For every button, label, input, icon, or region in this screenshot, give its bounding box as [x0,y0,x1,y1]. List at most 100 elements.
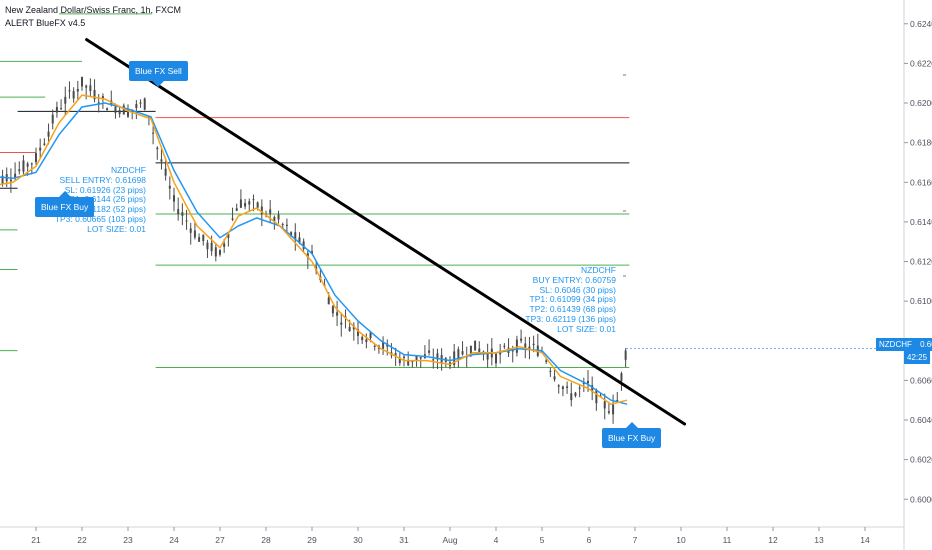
buy-info-line: TP2: 0.61439 (68 pips) [529,304,616,315]
candle-body [14,173,17,179]
indicator-title: ALERT BlueFX v4.5 [5,18,86,28]
candle-body [331,306,334,314]
candle-body [93,89,96,100]
candle-body [591,385,594,392]
candle-body [419,357,422,359]
candle-body [294,232,297,240]
candle-body [587,380,589,384]
y-tick-label: 0.61000 [910,296,932,306]
candle-body [553,376,556,380]
candle-body [336,312,339,316]
x-tick-label: 4 [494,535,499,545]
candle-body [89,85,92,92]
candle-body [281,224,284,226]
candle-body [214,247,217,257]
symbol-title: New Zealand Dollar/Swiss Franc, 1h, FXCM [5,5,182,15]
candle-body [256,202,259,208]
candle-body [22,160,25,172]
candle-body [277,214,280,220]
x-tick-label: 28 [261,535,271,545]
candle-body [202,234,205,241]
candle-body [327,297,330,305]
candle-body [561,386,564,390]
symbol-price-tag: NZDCHF 0.60762 [876,338,932,351]
candle-body [18,169,21,172]
candle-body [503,345,506,347]
x-tick-label: 13 [814,535,824,545]
candle-body [1,175,4,184]
sell-info-line: SELL ENTRY: 0.61698 [59,174,146,185]
sell-signal-tag[interactable]: Blue FX Sell [129,61,188,87]
chart-legend: New Zealand Dollar/Swiss Franc, 1h, FXCM… [5,4,181,30]
y-tick-label: 0.62000 [910,98,932,108]
candle-body [219,250,221,255]
buy-signal-tag-right[interactable]: Blue FX Buy [602,422,662,448]
candle-body [603,401,606,409]
candle-body [260,206,263,215]
candle-body [273,216,276,222]
candle-body [302,241,305,249]
candle-body [607,411,610,413]
candle-body [185,220,188,222]
candle-body [193,230,196,238]
candle-body [177,209,180,215]
candle-body [453,351,456,365]
last-price-value: 0.60762 [920,340,932,349]
x-tick-label: 22 [77,535,87,545]
candle-body [361,336,364,341]
x-tick-label: 7 [633,535,638,545]
countdown-value: 42:25 [907,353,928,362]
candle-body [382,341,385,349]
candle-body [298,237,301,244]
buy-info-block: NZDCHF BUY ENTRY: 0.60759 SL: 0.6046 (30… [525,265,616,335]
x-tick-label: 6 [587,535,592,545]
y-tick-label: 0.62400 [910,19,932,29]
candle-body [520,338,523,341]
candle-body [612,404,615,415]
candle-body [461,351,464,355]
candle-body [244,203,247,207]
candle-body [616,400,619,402]
candle-body [231,218,234,220]
sell-info-line: LOT SIZE: 0.01 [87,223,146,234]
sell-info-line: TP3: 0.60665 (103 pips) [54,213,146,224]
candle-body [457,349,460,360]
candle-body [127,109,129,117]
candle-body [235,208,238,211]
candle-body [223,243,226,247]
sell-info-line: NZDCHF [111,165,146,175]
candle-body [173,195,175,202]
buy-info-line: SL: 0.6046 (30 pips) [539,284,616,295]
candle-body [189,228,192,233]
candle-body [9,179,12,182]
candle-body [524,343,527,349]
buy-signal-tag-left[interactable]: Blue FX Buy [35,191,95,217]
x-tick-label: 27 [215,535,225,545]
candle-body [432,359,435,361]
buy-info-line: TP1: 0.61099 (34 pips) [529,294,616,305]
candle-body [164,168,167,176]
candle-body [578,387,581,389]
countdown-tag: 42:25 [904,351,931,364]
candle-body [118,110,121,115]
candle-body [239,199,242,208]
candle-body [369,332,372,339]
candle-body [532,343,535,346]
y-tick-label: 0.61400 [910,217,932,227]
candle-body [428,350,431,353]
sell-info-line: TP2: 0.61182 (52 pips) [60,204,146,215]
x-tick-label: 12 [768,535,778,545]
candle-body [620,373,623,382]
trendline[interactable] [85,38,687,426]
candle-body [64,96,67,104]
buy-info-line: NZDCHF [581,265,616,275]
y-tick-label: 0.60000 [910,494,932,504]
candle-body [545,360,548,362]
buy-info-line: TP3: 0.62119 (136 pips) [525,313,616,324]
candle-body [403,356,405,358]
candle-body [348,327,351,332]
candle-body [624,350,627,360]
candle-body [415,355,418,361]
x-tick-label: 10 [676,535,686,545]
